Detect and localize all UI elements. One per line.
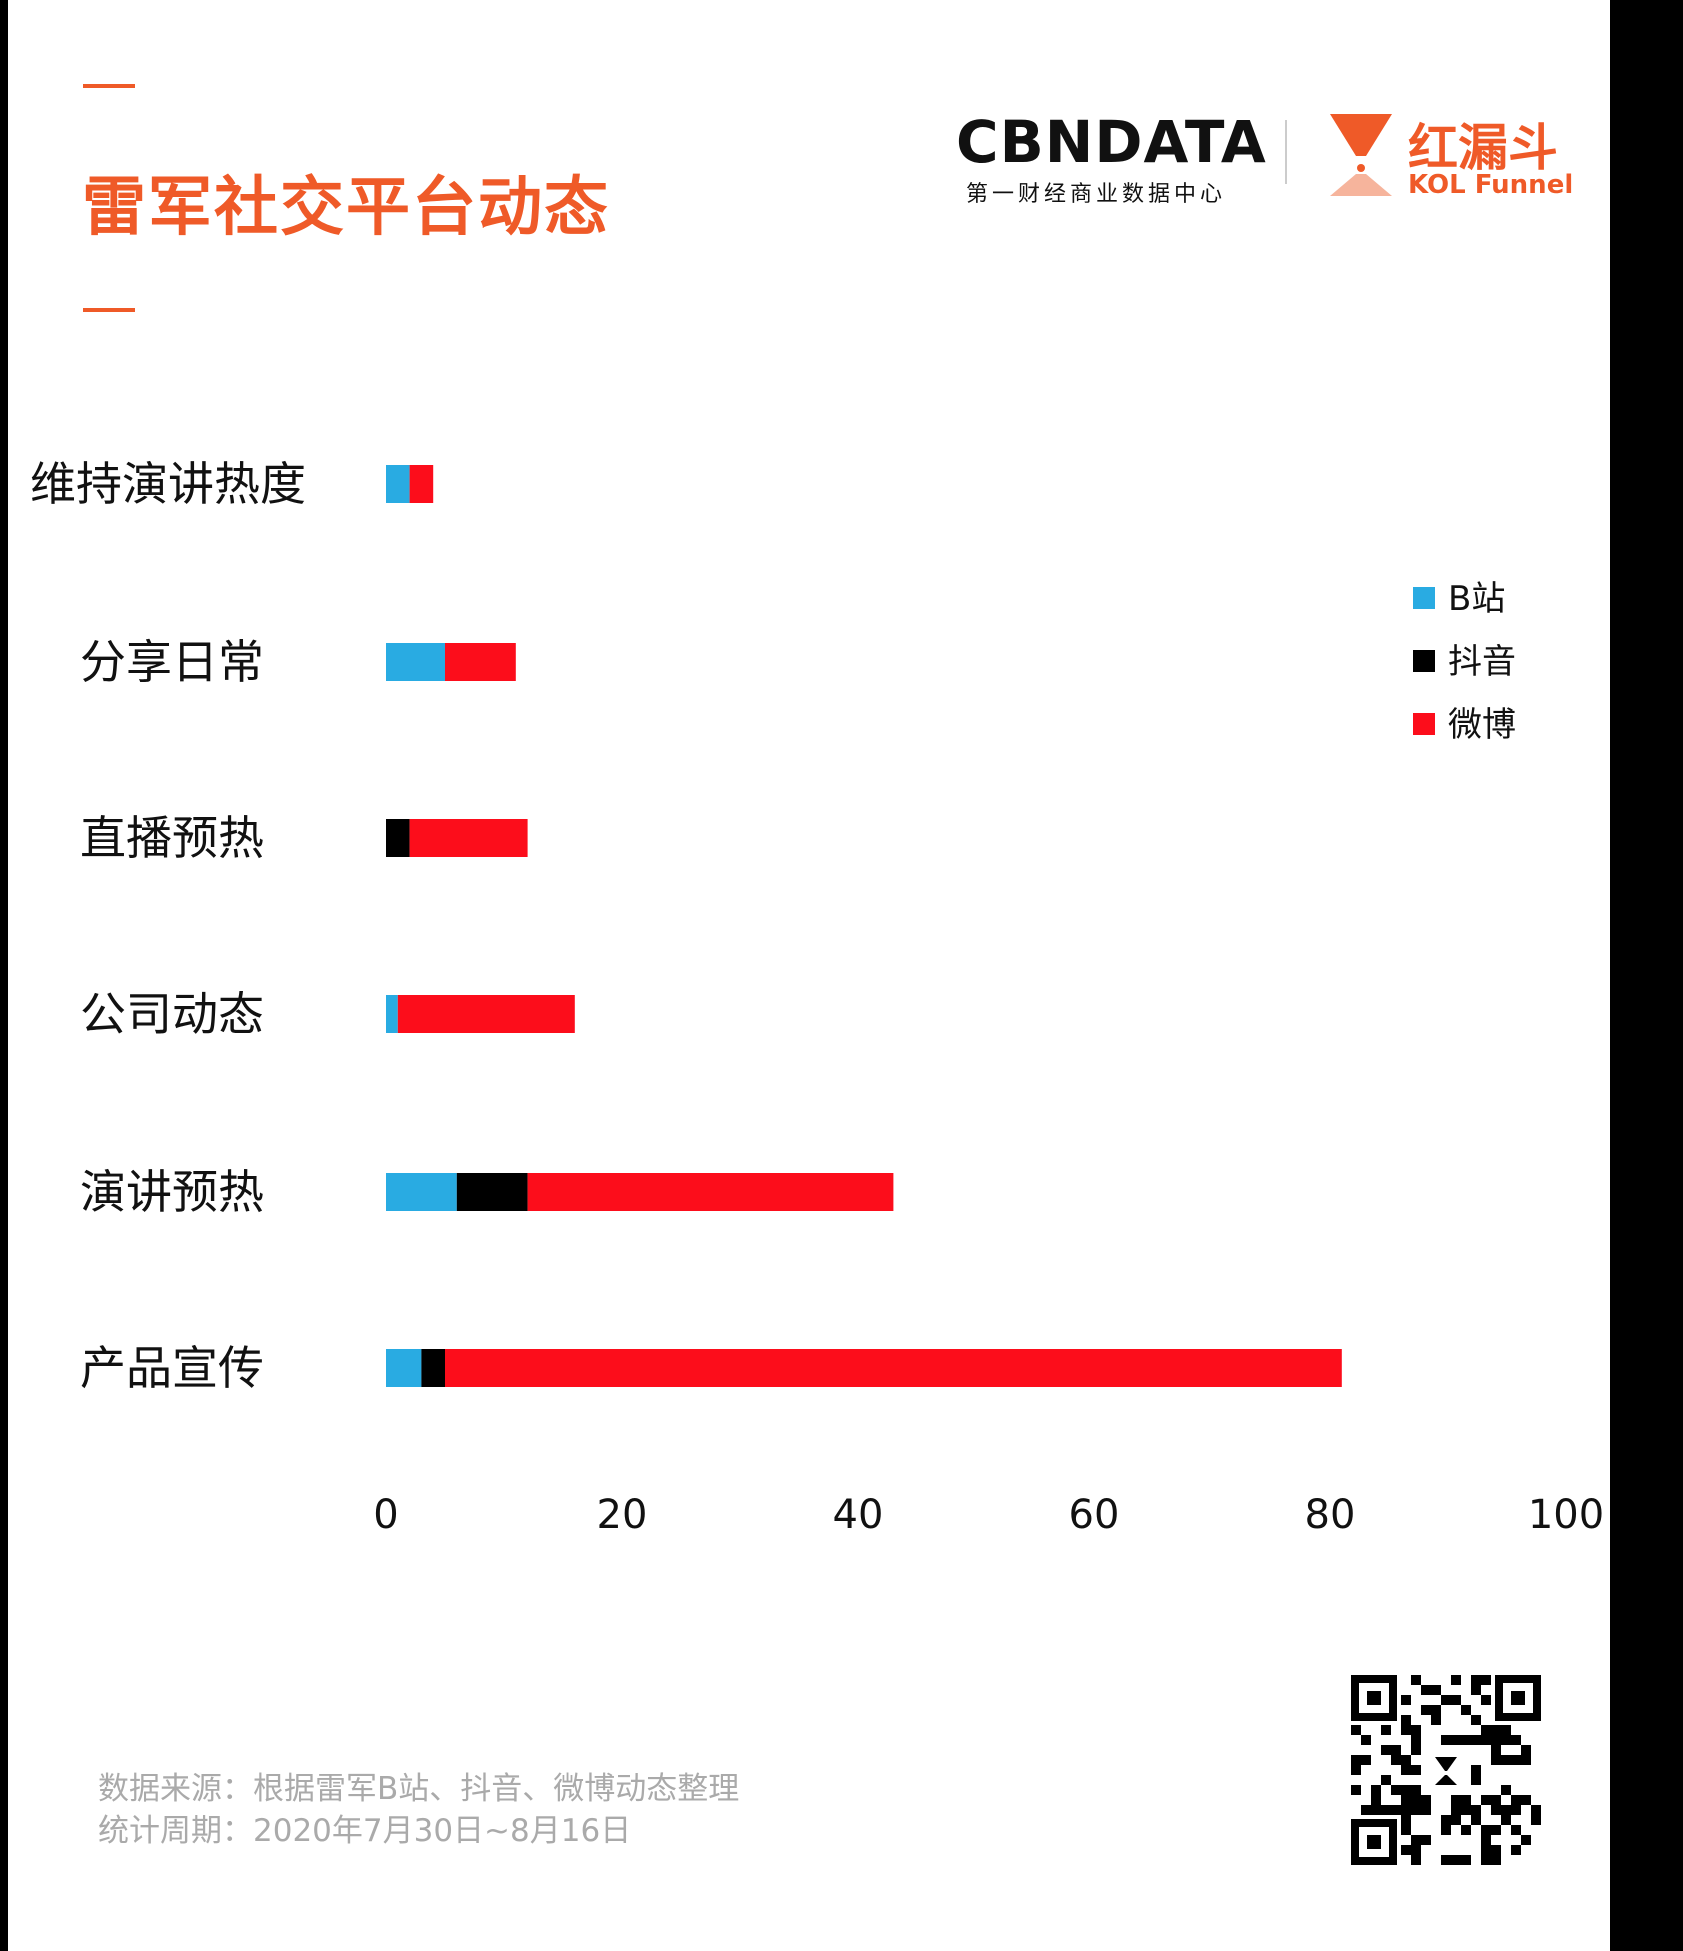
legend-swatch — [1413, 713, 1435, 735]
bar-segment — [527, 1173, 894, 1211]
legend-swatch — [1413, 587, 1435, 609]
x-tick-label: 20 — [597, 1492, 648, 1538]
legend-label: B站 — [1448, 579, 1505, 619]
bar-segment — [456, 1173, 528, 1211]
logo-divider — [1285, 120, 1287, 184]
cbndata-subtitle: 第一财经商业数据中心 — [966, 182, 1227, 207]
period-line: 统计周期：2020年7月30日~8月16日 — [98, 1813, 632, 1849]
kol-logo-cn: 红漏斗 — [1408, 119, 1558, 177]
qr-code-icon — [1351, 1675, 1541, 1865]
x-tick-label: 80 — [1305, 1492, 1356, 1538]
x-tick-label: 60 — [1069, 1492, 1120, 1538]
legend-label: 微博 — [1448, 705, 1516, 745]
category-label: 直播预热 — [80, 811, 264, 865]
bar-segment — [386, 465, 410, 503]
bar-segment — [386, 643, 445, 681]
bar-segment — [397, 995, 575, 1033]
bar-segment — [421, 1349, 445, 1387]
bar-segment — [409, 465, 434, 503]
top-accent-dash — [83, 84, 135, 88]
cbndata-logo: CBNDATA — [956, 108, 1267, 176]
funnel-icon — [1330, 114, 1392, 196]
bar-segment — [386, 1173, 457, 1211]
category-label: 分享日常 — [80, 635, 264, 689]
x-tick-label: 40 — [833, 1492, 884, 1538]
x-tick-label: 100 — [1528, 1492, 1604, 1538]
category-label: 公司动态 — [80, 987, 264, 1041]
bottom-accent-dash — [83, 308, 135, 312]
category-label: 演讲预热 — [80, 1165, 264, 1219]
kol-logo-en: KOL Funnel — [1408, 170, 1574, 200]
source-line: 数据来源：根据雷军B站、抖音、微博动态整理 — [98, 1771, 740, 1807]
infographic-card: 雷军社交平台动态 CBNDATA 第一财经商业数据中心 红漏斗 KOL Funn… — [8, 0, 1610, 1951]
bar-segment — [445, 1349, 1342, 1387]
category-label: 维持演讲热度 — [30, 457, 306, 511]
bar-segment — [409, 819, 528, 857]
bar-segment — [445, 643, 516, 681]
source-note: 数据来源：根据雷军B站、抖音、微博动态整理 统计周期：2020年7月30日~8月… — [98, 1768, 739, 1852]
bar-segment — [386, 819, 410, 857]
legend-label: 抖音 — [1448, 642, 1516, 682]
bar-segment — [386, 1349, 422, 1387]
legend-swatch — [1413, 650, 1435, 672]
page-title: 雷军社交平台动态 — [82, 171, 610, 245]
x-tick-label: 0 — [373, 1492, 398, 1538]
bar-segment — [386, 995, 398, 1033]
category-label: 产品宣传 — [80, 1341, 264, 1395]
